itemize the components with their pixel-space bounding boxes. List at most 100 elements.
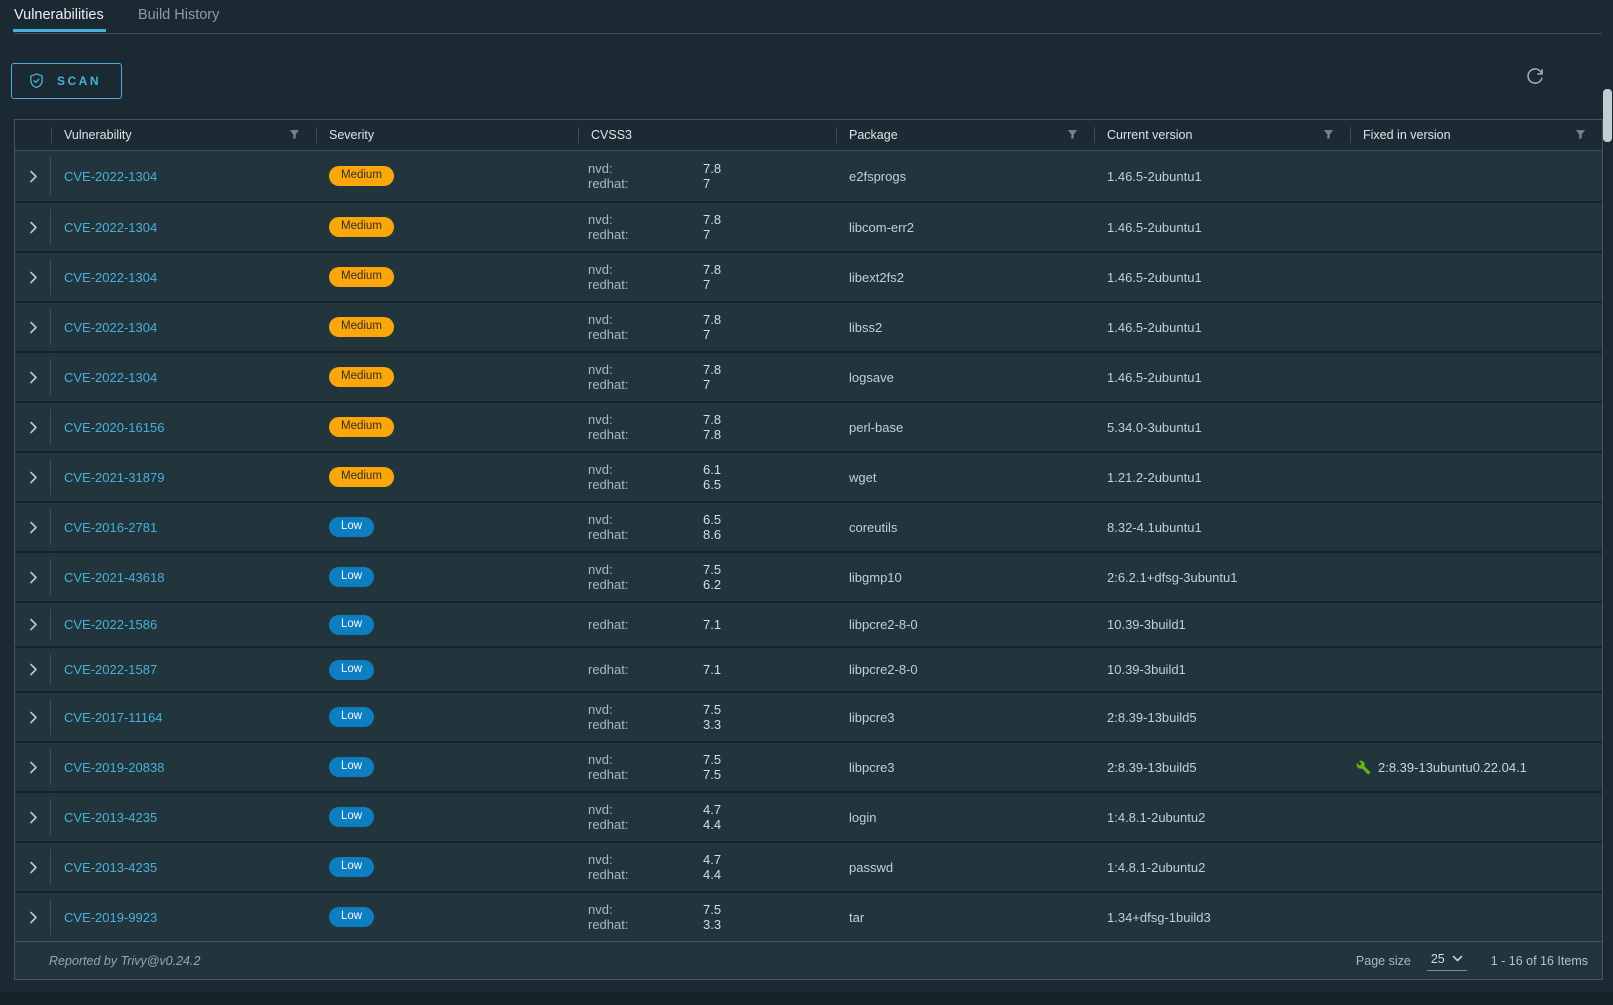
row-expand-caret[interactable] [15,843,51,891]
severity-badge: Medium [329,417,394,437]
row-expand-caret[interactable] [15,253,51,301]
row-expand-caret[interactable] [15,893,51,941]
column-header-vulnerability: Vulnerability [51,120,316,150]
package-name: libss2 [849,319,883,335]
vulnerability-cell: CVE-2016-2781 [51,503,316,551]
cve-link[interactable]: CVE-2022-1586 [64,617,158,632]
package-name: login [849,809,877,825]
current-version: 8.32-4.1ubuntu1 [1107,519,1202,535]
cve-link[interactable]: CVE-2019-9923 [64,909,158,925]
severity-cell: Medium [316,453,578,501]
package-name: libpcre2-8-0 [849,617,918,632]
cvss-source-label: nvd: [588,902,613,917]
current-version-cell: 1.34+dfsg-1build3 [1094,893,1350,941]
cve-link[interactable]: CVE-2022-1587 [64,662,158,677]
row-expand-caret[interactable] [15,793,51,841]
table-row: CVE-2020-16156 Medium nvd: 7.8 redhat: 7.8 per… [15,401,1602,451]
cvss-score: 7 [703,176,711,191]
fixed-in-version-cell [1350,793,1602,841]
current-version-cell: 1.46.5-2ubuntu1 [1094,303,1350,351]
cve-link[interactable]: CVE-2021-31879 [64,469,165,485]
package-name: passwd [849,859,894,875]
row-expand-caret[interactable] [15,648,51,691]
severity-badge: Low [329,517,375,537]
fixed-in-version-cell [1350,893,1602,941]
cvss-entry: redhat: 7 [588,277,836,292]
cvss-entry: redhat: 7.8 [588,427,836,442]
cve-link[interactable]: CVE-2022-1304 [64,269,158,285]
row-expand-caret[interactable] [15,453,51,501]
package-cell: libss2 [836,303,1094,351]
current-version-cell: 10.39-3build1 [1094,648,1350,691]
row-expand-caret[interactable] [15,303,51,351]
row-expand-caret[interactable] [15,553,51,601]
package-cell: libgmp10 [836,553,1094,601]
row-expand-caret[interactable] [15,693,51,741]
cve-link[interactable]: CVE-2016-2781 [64,519,158,535]
cve-link[interactable]: CVE-2013-4235 [64,809,158,825]
refresh-icon[interactable] [1525,66,1547,88]
filter-icon[interactable] [289,129,300,143]
cvss-entry: nvd: 7.5 [588,562,836,577]
cvss-source-label: nvd: [588,412,613,427]
row-expand-caret[interactable] [15,743,51,791]
page-size-select[interactable]: 25 [1426,950,1467,971]
cvss-entry: redhat: 8.6 [588,527,836,542]
row-expand-caret[interactable] [15,403,51,451]
cve-link[interactable]: CVE-2021-43618 [64,569,165,585]
package-name: tar [849,909,865,925]
cvss-entry: nvd: 7.8 [588,262,836,277]
tab-build-history[interactable]: Build History [138,7,219,23]
current-version-cell: 1.46.5-2ubuntu1 [1094,151,1350,201]
severity-cell: Low [316,553,578,601]
caret-column-separator [50,309,51,345]
cvss-source-label: nvd: [588,562,613,577]
cvss-entry: redhat: 7 [588,327,836,342]
cve-link[interactable]: CVE-2019-20838 [64,759,165,775]
severity-badge: Medium [329,217,394,237]
cve-link[interactable]: CVE-2020-16156 [64,419,165,435]
current-version-cell: 5.34.0-3ubuntu1 [1094,403,1350,451]
package-cell: perl-base [836,403,1094,451]
current-version: 5.34.0-3ubuntu1 [1107,419,1202,435]
cve-link[interactable]: CVE-2017-11164 [64,709,163,725]
scan-button-label: SCAN [57,74,102,88]
header-separator [1094,127,1095,143]
tab-vulnerabilities[interactable]: Vulnerabilities [13,7,106,32]
tab-build-history-label: Build History [138,7,220,23]
package-name: coreutils [849,519,898,535]
row-expand-caret[interactable] [15,353,51,401]
fixed-in-version: 2:8.39-13ubuntu0.22.04.1 [1378,759,1527,775]
row-expand-caret[interactable] [15,203,51,251]
scan-button[interactable]: SCAN [11,63,123,99]
row-expand-caret[interactable] [15,503,51,551]
severity-badge: Low [329,857,375,877]
row-expand-caret[interactable] [15,603,51,646]
cve-link[interactable]: CVE-2022-1304 [64,319,158,335]
cve-link[interactable]: CVE-2022-1304 [64,168,158,184]
table-row: CVE-2022-1304 Medium nvd: 7.8 redhat: 7 libcom… [15,201,1602,251]
cvss-entry: redhat: 7.1 [588,617,836,632]
severity-cell: Medium [316,353,578,401]
cvss3-cell: nvd: 4.7 redhat: 4.4 [578,793,836,841]
vertical-scrollbar-thumb[interactable] [1603,89,1612,142]
vulnerability-cell: CVE-2013-4235 [51,843,316,891]
table-row: CVE-2021-43618 Low nvd: 7.5 redhat: 6.2 libgmp… [15,551,1602,601]
filter-icon[interactable] [1323,129,1334,143]
package-cell: login [836,793,1094,841]
current-version: 1:4.8.1-2ubuntu2 [1107,859,1206,875]
cve-link[interactable]: CVE-2022-1304 [64,369,158,385]
cvss-source-label: nvd: [588,312,613,327]
vulnerability-cell: CVE-2022-1304 [51,203,316,251]
filter-icon[interactable] [1067,129,1078,143]
cvss-entry: redhat: 6.2 [588,577,836,592]
package-name: libpcre3 [849,759,895,775]
filter-icon[interactable] [1575,129,1586,143]
cvss-source-label: redhat: [588,327,629,342]
package-name: libgmp10 [849,569,902,585]
cve-link[interactable]: CVE-2013-4235 [64,859,158,875]
cve-link[interactable]: CVE-2022-1304 [64,219,158,235]
cvss-source-label: nvd: [588,752,613,767]
row-expand-caret[interactable] [15,151,51,201]
cvss-source-label: redhat: [588,527,629,542]
